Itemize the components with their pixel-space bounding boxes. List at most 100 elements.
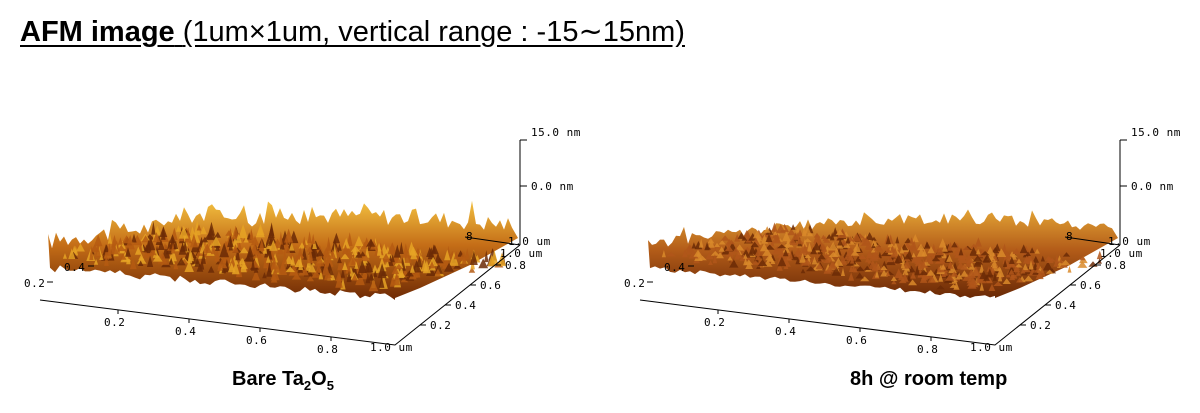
surface-grain bbox=[775, 224, 786, 234]
surface-grain bbox=[263, 254, 269, 269]
surface-grain bbox=[1008, 256, 1015, 264]
surface-grain bbox=[924, 254, 934, 263]
surface-grain bbox=[873, 241, 878, 247]
surface-grain bbox=[227, 228, 234, 242]
surface-grain bbox=[160, 226, 166, 240]
surface-grain bbox=[346, 262, 351, 273]
surface-grain bbox=[1035, 271, 1044, 280]
surface-grain bbox=[985, 246, 995, 256]
surface-grain bbox=[215, 242, 220, 251]
surface-grain bbox=[852, 233, 862, 242]
corner-label: 1.0 um bbox=[508, 235, 551, 248]
surface-grain bbox=[946, 242, 954, 251]
surface-grain bbox=[815, 263, 824, 270]
surface-grain bbox=[265, 255, 271, 263]
surface-grain bbox=[900, 260, 905, 269]
surface-grain bbox=[373, 270, 378, 278]
surface-grain bbox=[462, 251, 467, 264]
y-tick: 0.4 bbox=[455, 299, 476, 312]
surface-grain bbox=[732, 247, 740, 253]
surface-grain bbox=[262, 272, 267, 279]
surface-grain bbox=[1067, 265, 1072, 273]
surface-grain bbox=[129, 258, 137, 270]
z-top-label: 15.0 nm bbox=[531, 126, 581, 139]
surface-grain bbox=[367, 273, 375, 281]
surface-grain bbox=[1032, 255, 1040, 263]
surface-grain bbox=[267, 248, 273, 260]
surface-grain bbox=[764, 226, 771, 233]
surface-grain bbox=[964, 253, 974, 263]
surface-grain bbox=[734, 233, 741, 242]
caption-text-mid: O bbox=[311, 368, 327, 390]
surface-grain bbox=[890, 276, 897, 281]
surface-grain bbox=[354, 261, 359, 269]
surface-grain bbox=[892, 242, 899, 250]
surface-grain bbox=[185, 227, 192, 243]
surface-grain bbox=[346, 232, 353, 246]
surface-grain bbox=[387, 242, 398, 255]
surface-grain bbox=[707, 238, 715, 244]
surface-grain bbox=[131, 233, 137, 243]
surface-grain bbox=[727, 256, 733, 261]
surface-grain bbox=[904, 237, 912, 244]
surface-grain bbox=[959, 251, 968, 260]
surface-grain bbox=[1040, 255, 1045, 262]
afm-surface-texture bbox=[661, 222, 1103, 291]
surface-grain bbox=[841, 267, 845, 276]
y-tick: 0.8 bbox=[1105, 259, 1126, 272]
surface-grain bbox=[802, 238, 808, 247]
surface-grain bbox=[951, 241, 958, 248]
surface-grain bbox=[759, 243, 769, 252]
surface-grain bbox=[920, 258, 926, 268]
surface-grain bbox=[314, 254, 325, 267]
y-tick: 0.4 bbox=[1055, 299, 1076, 312]
surface-grain bbox=[1053, 261, 1060, 267]
surface-grain bbox=[202, 243, 212, 253]
surface-grain bbox=[748, 244, 756, 254]
surface-grain bbox=[980, 251, 990, 256]
surface-grain bbox=[917, 243, 926, 251]
surface-grain bbox=[409, 264, 415, 273]
surface-grain bbox=[413, 255, 424, 262]
surface-grain bbox=[307, 231, 312, 244]
surface-grain bbox=[865, 250, 874, 259]
surface-grain bbox=[949, 284, 958, 288]
surface-grain bbox=[902, 259, 912, 269]
surface-grain bbox=[691, 242, 697, 249]
surface-grain bbox=[89, 245, 94, 261]
surface-grain bbox=[744, 230, 751, 238]
surface-grain bbox=[886, 270, 891, 276]
surface-grain bbox=[969, 246, 978, 256]
surface-grain bbox=[1015, 271, 1021, 276]
surface-grain bbox=[249, 230, 254, 240]
x-tick: 1.0 um bbox=[970, 341, 1013, 354]
surface-grain bbox=[221, 263, 226, 274]
surface-grain bbox=[196, 224, 202, 231]
surface-grain bbox=[899, 246, 905, 254]
surface-grain bbox=[235, 233, 242, 243]
surface-grain bbox=[954, 252, 961, 258]
surface-grain bbox=[435, 268, 441, 275]
surface-grain bbox=[187, 249, 193, 264]
surface-grain bbox=[734, 250, 743, 259]
surface-grain bbox=[955, 272, 963, 280]
surface-grain bbox=[404, 270, 415, 277]
surface-grain bbox=[317, 267, 322, 273]
surface-grain bbox=[833, 247, 841, 257]
surface-grain bbox=[817, 257, 822, 262]
surface-grain bbox=[819, 242, 825, 250]
surface-grain bbox=[282, 249, 288, 265]
surface-grain bbox=[393, 244, 401, 258]
y-left-tick: 0.4 bbox=[664, 261, 685, 274]
surface-grain bbox=[729, 259, 739, 268]
surface-grain bbox=[941, 244, 948, 252]
surface-grain bbox=[682, 249, 688, 258]
surface-grain bbox=[821, 234, 826, 239]
surface-grain bbox=[921, 249, 928, 257]
corner-tick: 8 bbox=[466, 230, 473, 243]
surface-grain bbox=[228, 237, 233, 251]
surface-grain bbox=[735, 244, 745, 251]
z-top-label: 15.0 nm bbox=[1131, 126, 1181, 139]
surface-grain bbox=[850, 250, 860, 256]
surface-grain bbox=[765, 233, 773, 242]
